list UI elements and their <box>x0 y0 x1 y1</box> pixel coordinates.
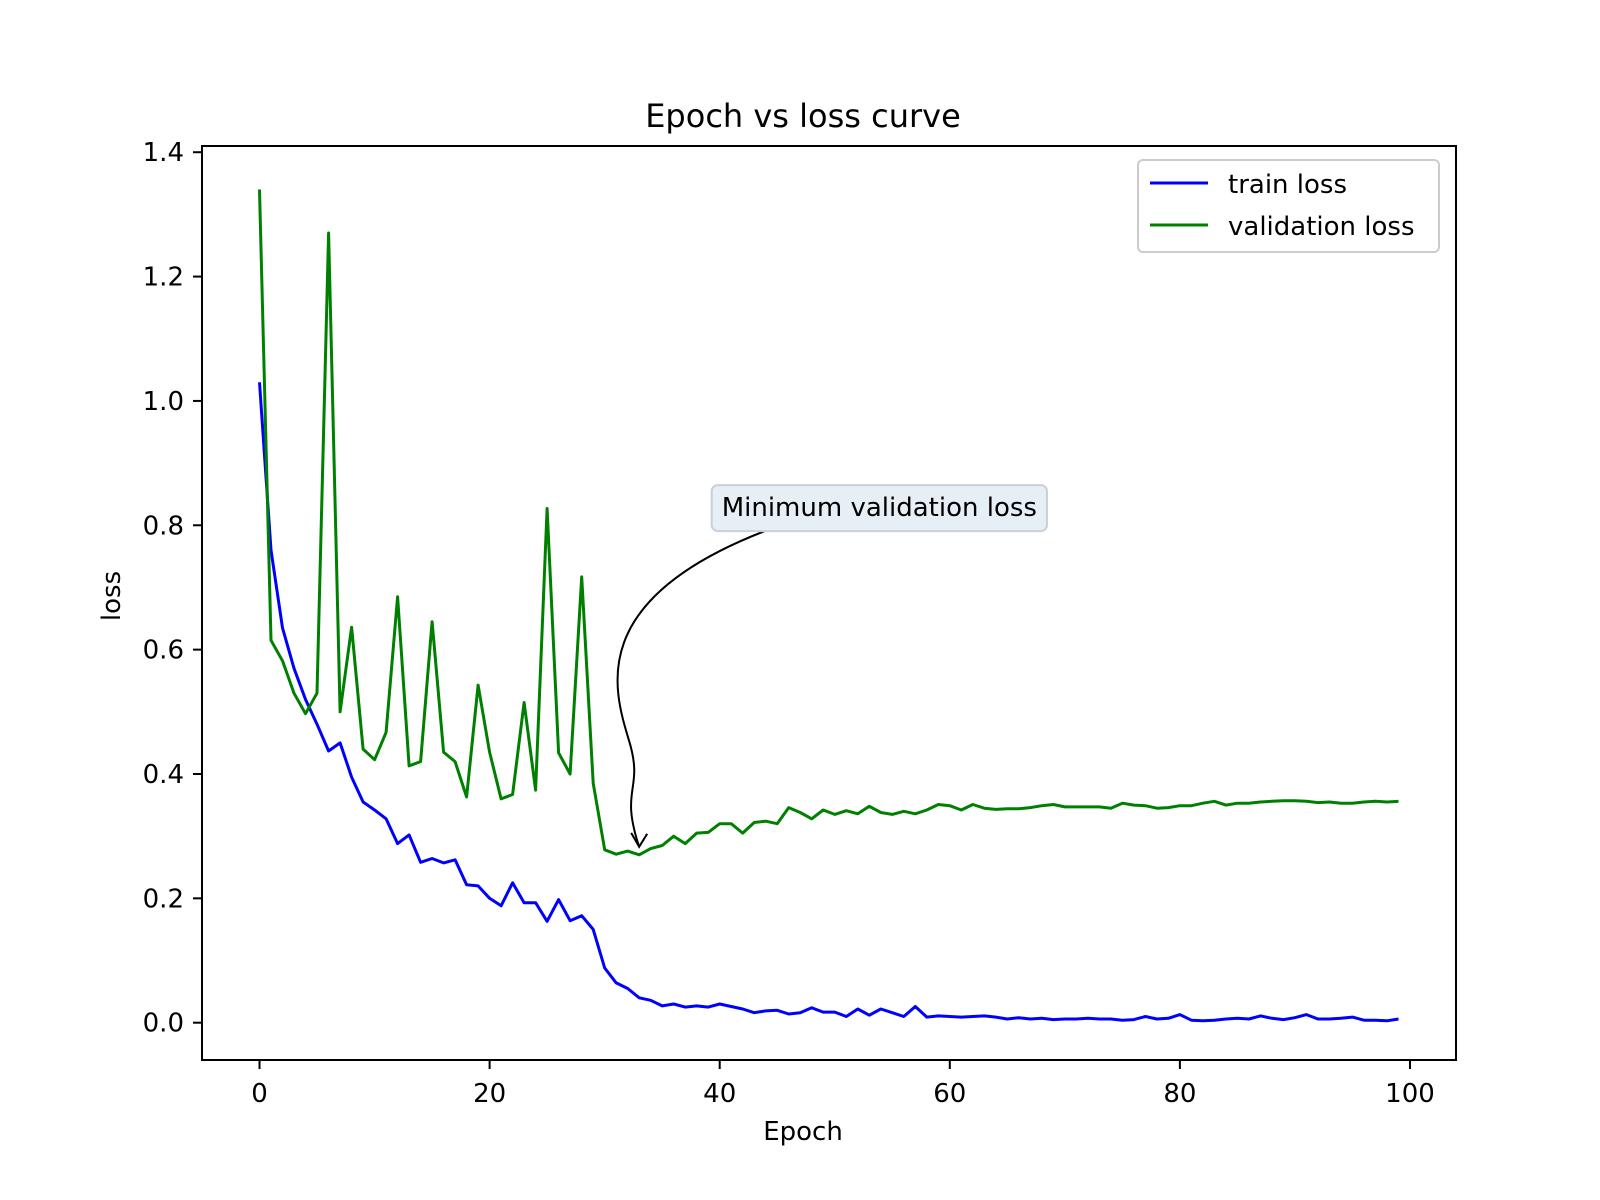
y-tick-label: 0.4 <box>143 760 184 790</box>
annotation-box <box>710 484 1048 533</box>
y-ticks: 0.0 0.2 0.4 0.6 0.8 1.0 1.2 1.4 <box>143 138 202 1039</box>
y-tick-label: 0.6 <box>143 636 184 666</box>
x-tick-label: 20 <box>473 1079 506 1109</box>
annotation-arrowhead <box>630 832 649 849</box>
y-tick-label: 0.0 <box>143 1009 184 1039</box>
x-axis-label: Epoch <box>763 1117 843 1147</box>
y-tick-label: 1.2 <box>143 263 184 293</box>
x-tick-label: 100 <box>1385 1079 1435 1109</box>
plot-frame <box>201 145 1457 1061</box>
y-tick-label: 1.4 <box>143 138 184 168</box>
y-tick-label: 0.2 <box>143 884 184 914</box>
annotation-label: Minimum validation loss <box>722 493 1037 523</box>
legend: train loss validation loss <box>1137 159 1440 253</box>
y-tick-label: 0.8 <box>143 511 184 541</box>
annotation-layer: Minimum validation loss <box>616 484 1048 849</box>
x-tick-label: 80 <box>1163 1079 1196 1109</box>
legend-box <box>1137 159 1440 253</box>
y-axis-label: loss <box>97 571 127 621</box>
x-ticks: 0 20 40 60 80 100 <box>251 1060 1435 1109</box>
series-line-train <box>258 382 1399 1023</box>
y-tick-label: 1.0 <box>143 387 184 417</box>
plot-area <box>258 189 1399 1023</box>
legend-label-validation: validation loss <box>1228 212 1415 242</box>
annotation-arrow <box>616 530 766 848</box>
x-tick-label: 0 <box>251 1079 268 1109</box>
legend-label-train: train loss <box>1228 170 1347 200</box>
chart-title: Epoch vs loss curve <box>645 97 961 135</box>
x-tick-label: 60 <box>933 1079 966 1109</box>
series-layer <box>258 189 1399 1023</box>
series-line-validation <box>258 189 1399 857</box>
x-tick-label: 40 <box>703 1079 736 1109</box>
